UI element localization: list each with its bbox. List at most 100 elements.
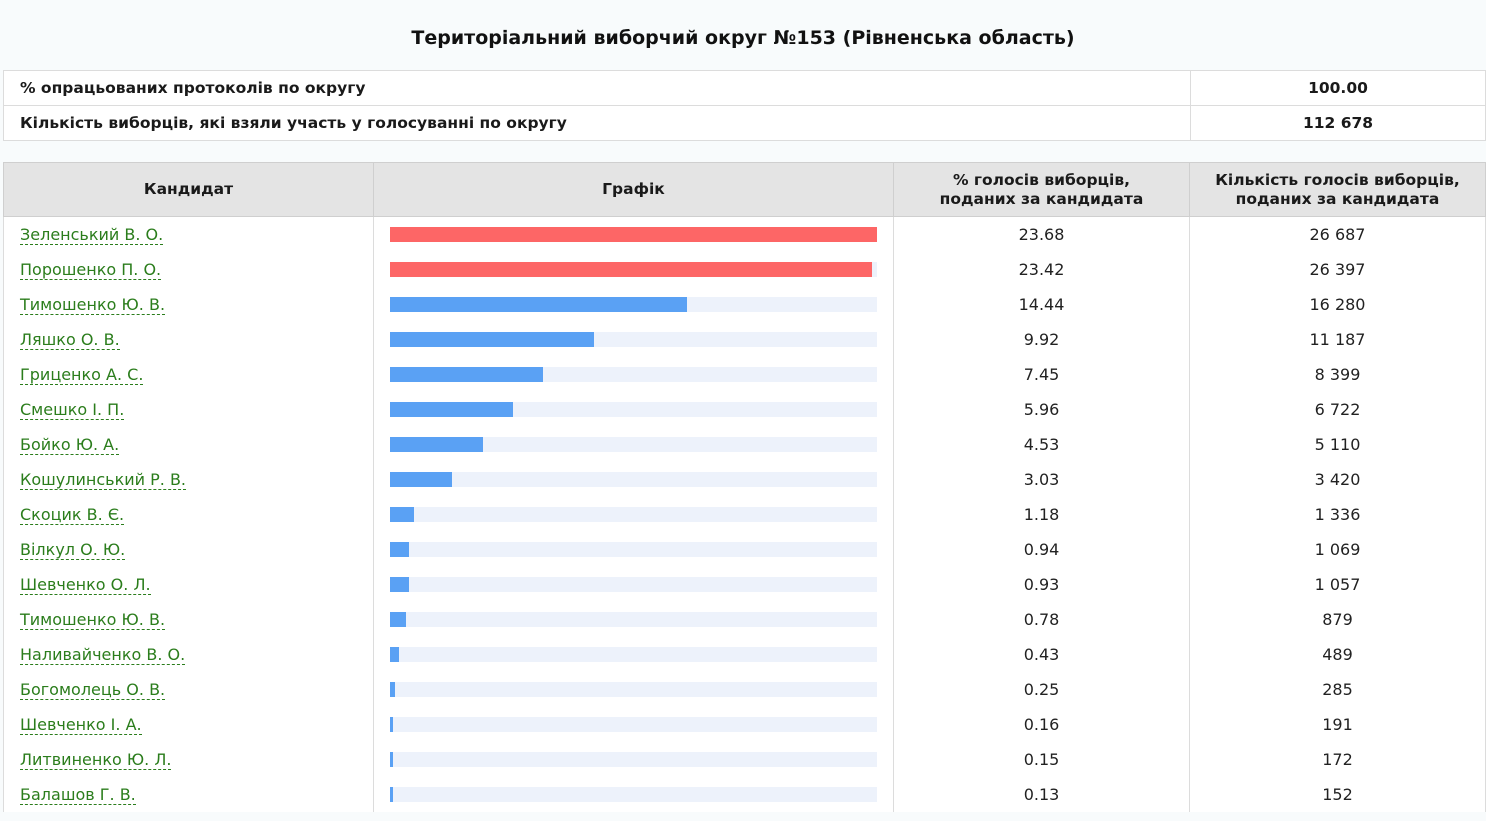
candidate-link[interactable]: Смешко І. П. — [20, 400, 125, 420]
candidate-link[interactable]: Шевченко І. А. — [20, 715, 142, 735]
candidate-cell: Ляшко О. В. — [3, 322, 374, 357]
results-table: Кандидат Графік % голосів виборців, пода… — [3, 162, 1486, 812]
percent-cell: 4.53 — [893, 427, 1190, 462]
candidate-cell: Тимошенко Ю. В. — [3, 602, 374, 637]
table-row: Шевченко І. А. 0.16 191 — [3, 707, 1486, 742]
candidate-link[interactable]: Гриценко А. С. — [20, 365, 144, 385]
candidate-link[interactable]: Литвиненко Ю. Л. — [20, 750, 172, 770]
candidate-cell: Скоцик В. Є. — [3, 497, 374, 532]
bar-10 — [390, 542, 409, 557]
votes-cell: 1 336 — [1189, 497, 1486, 532]
bar-track — [390, 262, 877, 277]
candidate-link[interactable]: Вілкул О. Ю. — [20, 540, 126, 560]
bar-track — [390, 787, 877, 802]
header-chart: Графік — [373, 162, 894, 217]
votes-cell: 26 687 — [1189, 216, 1486, 252]
candidate-cell: Бойко Ю. А. — [3, 427, 374, 462]
percent-cell: 0.16 — [893, 707, 1190, 742]
candidate-link[interactable]: Тимошенко Ю. В. — [20, 295, 166, 315]
candidate-cell: Тимошенко Ю. В. — [3, 287, 374, 322]
candidate-cell: Вілкул О. Ю. — [3, 532, 374, 567]
bar-track — [390, 717, 877, 732]
candidate-link[interactable]: Богомолець О. В. — [20, 680, 166, 700]
chart-cell — [373, 637, 894, 672]
chart-cell — [373, 322, 894, 357]
percent-cell: 0.15 — [893, 742, 1190, 777]
candidate-cell: Смешко І. П. — [3, 392, 374, 427]
bar-track — [390, 297, 877, 312]
votes-cell: 8 399 — [1189, 357, 1486, 392]
percent-cell: 0.43 — [893, 637, 1190, 672]
candidate-cell: Зеленський В. О. — [3, 216, 374, 252]
percent-cell: 23.42 — [893, 252, 1190, 287]
chart-cell — [373, 602, 894, 637]
candidate-link[interactable]: Порошенко П. О. — [20, 260, 162, 280]
summary-label: % опрацьованих протоколів по округу — [3, 70, 1191, 106]
chart-cell — [373, 672, 894, 707]
header-candidate: Кандидат — [3, 162, 374, 217]
table-row: Литвиненко Ю. Л. 0.15 172 — [3, 742, 1486, 777]
chart-cell — [373, 392, 894, 427]
percent-cell: 9.92 — [893, 322, 1190, 357]
percent-cell: 5.96 — [893, 392, 1190, 427]
percent-cell: 7.45 — [893, 357, 1190, 392]
percent-cell: 14.44 — [893, 287, 1190, 322]
candidate-link[interactable]: Бойко Ю. А. — [20, 435, 120, 455]
percent-cell: 0.94 — [893, 532, 1190, 567]
table-row: Тимошенко Ю. В. 0.78 879 — [3, 602, 1486, 637]
percent-cell: 0.25 — [893, 672, 1190, 707]
candidate-link[interactable]: Шевченко О. Л. — [20, 575, 151, 595]
header-votes: Кількість голосів виборців, поданих за к… — [1189, 162, 1486, 217]
candidate-link[interactable]: Балашов Г. В. — [20, 785, 136, 805]
candidate-cell: Шевченко О. Л. — [3, 567, 374, 602]
results-body: Зеленський В. О. 23.68 26 687 Порошенко П. … — [3, 216, 1486, 812]
chart-cell — [373, 252, 894, 287]
chart-cell — [373, 742, 894, 777]
votes-cell: 489 — [1189, 637, 1486, 672]
candidate-link[interactable]: Кошулинський Р. В. — [20, 470, 186, 490]
votes-cell: 191 — [1189, 707, 1486, 742]
votes-cell: 3 420 — [1189, 462, 1486, 497]
chart-cell — [373, 777, 894, 812]
percent-cell: 3.03 — [893, 462, 1190, 497]
table-row: Шевченко О. Л. 0.93 1 057 — [3, 567, 1486, 602]
candidate-link[interactable]: Тимошенко Ю. В. — [20, 610, 166, 630]
candidate-link[interactable]: Ляшко О. В. — [20, 330, 120, 350]
bar-track — [390, 577, 877, 592]
summary-value: 112 678 — [1190, 105, 1486, 141]
bar-track — [390, 472, 877, 487]
bar-11 — [390, 577, 409, 592]
bar-track — [390, 367, 877, 382]
candidate-link[interactable]: Наливайченко В. О. — [20, 645, 186, 665]
table-row: Ляшко О. В. 9.92 11 187 — [3, 322, 1486, 357]
votes-cell: 1 057 — [1189, 567, 1486, 602]
bar-4 — [390, 332, 594, 347]
bar-16 — [390, 752, 393, 767]
candidate-link[interactable]: Зеленський В. О. — [20, 225, 164, 245]
page-title: Територіальний виборчий округ №153 (Рівн… — [411, 27, 1075, 49]
table-row: Скоцик В. Є. 1.18 1 336 — [3, 497, 1486, 532]
percent-cell: 0.78 — [893, 602, 1190, 637]
chart-cell — [373, 357, 894, 392]
table-row: Вілкул О. Ю. 0.94 1 069 — [3, 532, 1486, 567]
bar-7 — [390, 437, 483, 452]
candidate-cell: Кошулинський Р. В. — [3, 462, 374, 497]
bar-2 — [390, 262, 872, 277]
chart-cell — [373, 287, 894, 322]
bar-track — [390, 647, 877, 662]
candidate-link[interactable]: Скоцик В. Є. — [20, 505, 125, 525]
table-row: Кошулинський Р. В. 3.03 3 420 — [3, 462, 1486, 497]
summary-label: Кількість виборців, які взяли участь у г… — [3, 105, 1191, 141]
table-row: Бойко Ю. А. 4.53 5 110 — [3, 427, 1486, 462]
bar-12 — [390, 612, 406, 627]
bar-9 — [390, 507, 414, 522]
percent-cell: 0.93 — [893, 567, 1190, 602]
table-row: Балашов Г. В. 0.13 152 — [3, 777, 1486, 812]
votes-cell: 879 — [1189, 602, 1486, 637]
table-row: Смешко І. П. 5.96 6 722 — [3, 392, 1486, 427]
chart-cell — [373, 462, 894, 497]
bar-track — [390, 402, 877, 417]
votes-cell: 172 — [1189, 742, 1486, 777]
bar-8 — [390, 472, 452, 487]
votes-cell: 1 069 — [1189, 532, 1486, 567]
